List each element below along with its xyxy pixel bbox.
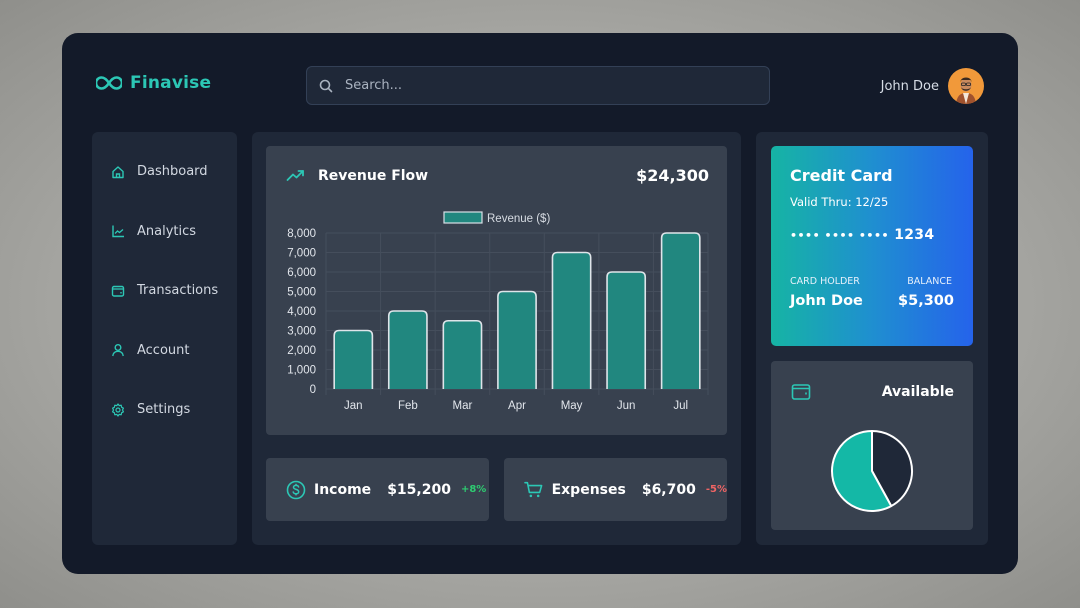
- dollar-circle-icon: [286, 480, 306, 499]
- chart-line-icon: [112, 225, 124, 238]
- y-tick-label: 2,000: [287, 345, 316, 357]
- sidebar-item-label: Settings: [137, 402, 191, 418]
- bar-mar[interactable]: [443, 320, 482, 389]
- revenue-card: Revenue Flow $24,300 Revenue ($) 0 1,000 2,…: [266, 146, 727, 435]
- main-panel: Revenue Flow $24,300 Revenue ($) 0 1,000 2,…: [252, 132, 741, 545]
- available-title: Available: [881, 384, 954, 400]
- sidebar-item-account[interactable]: Account: [92, 321, 237, 381]
- card-balance-label: BALANCE: [907, 276, 952, 287]
- legend-label[interactable]: Revenue ($): [487, 213, 550, 225]
- sidebar-item-label: Analytics: [137, 223, 197, 239]
- y-tick-label: 5,000: [287, 287, 316, 299]
- x-tick-label: Mar: [453, 400, 473, 412]
- y-tick-label: 8,000: [287, 228, 316, 240]
- income-value: $15,200: [387, 481, 451, 498]
- x-tick-label: Jan: [344, 400, 363, 412]
- sidebar: Dashboard Analytics Transactions Account: [92, 132, 237, 545]
- available-card: Available: [771, 361, 973, 530]
- sidebar-item-label: Account: [137, 342, 190, 358]
- search-input[interactable]: [345, 78, 745, 93]
- expenses-label: Expenses: [551, 481, 626, 498]
- x-tick-label: May: [561, 400, 583, 412]
- chart-title: Revenue Flow: [318, 167, 429, 184]
- income-label: Income: [314, 481, 372, 498]
- card-number: •••• •••• •••• 1234: [790, 227, 954, 243]
- home-icon: [112, 166, 124, 178]
- y-tick-label: 3,000: [287, 326, 316, 338]
- bar-jan[interactable]: [334, 330, 373, 390]
- wallet-icon: [791, 384, 811, 400]
- card-holder-label: CARD HOLDER: [790, 276, 860, 287]
- card-last4: 1234: [894, 227, 935, 243]
- cart-icon: [524, 481, 543, 497]
- income-change: +8%: [460, 484, 487, 495]
- x-tick-label: Feb: [398, 400, 418, 412]
- card-balance: $5,300: [898, 293, 954, 309]
- card-title: Credit Card: [790, 166, 893, 185]
- sidebar-item-analytics[interactable]: Analytics: [92, 202, 237, 262]
- revenue-bar-chart: Revenue ($) 0 1,000 2,000 3,000 4,000 5,000 6,0…: [287, 211, 709, 412]
- expenses-card[interactable]: Expenses $6,700 -5%: [504, 458, 727, 521]
- user-menu[interactable]: John Doe: [881, 68, 984, 104]
- sidebar-item-dashboard[interactable]: Dashboard: [92, 142, 237, 202]
- search-bar[interactable]: [306, 66, 770, 105]
- y-tick-label: 6,000: [287, 267, 316, 279]
- expenses-value: $6,700: [641, 481, 696, 498]
- bar-jul[interactable]: [661, 233, 700, 389]
- app-name: Finavise: [130, 73, 212, 93]
- x-tick-label: Jul: [673, 400, 688, 412]
- expenses-change: -5%: [705, 484, 727, 495]
- search-icon: [319, 79, 333, 92]
- sidebar-item-label: Transactions: [137, 283, 219, 299]
- card-number-mask: •••• •••• ••••: [790, 229, 890, 242]
- sidebar-item-transactions[interactable]: Transactions: [92, 261, 237, 321]
- bar-may[interactable]: [552, 252, 591, 390]
- x-tick-label: Jun: [617, 400, 636, 412]
- y-tick-label: 7,000: [287, 248, 316, 260]
- right-panel: Credit Card Valid Thru: 12/25 •••• •••• …: [756, 132, 988, 545]
- y-tick-label: 0: [310, 384, 316, 396]
- y-tick-label: 1,000: [287, 365, 316, 377]
- card-holder-name: John Doe: [790, 293, 863, 309]
- logo[interactable]: Finavise: [96, 73, 211, 93]
- income-card[interactable]: Income $15,200 +8%: [266, 458, 489, 521]
- gear-icon: [112, 403, 124, 417]
- revenue-total: $24,300: [636, 166, 709, 185]
- credit-card[interactable]: Credit Card Valid Thru: 12/25 •••• •••• …: [771, 146, 973, 346]
- user-icon: [112, 344, 124, 357]
- app-window: Finavise John Doe: [62, 33, 1018, 574]
- wallet-icon: [111, 285, 125, 297]
- pie-slice-available[interactable]: [831, 430, 893, 512]
- x-tick-label: Apr: [508, 400, 526, 412]
- y-tick-label: 4,000: [287, 306, 316, 318]
- card-valid-thru: Valid Thru: 12/25: [790, 195, 889, 209]
- bar-feb[interactable]: [388, 311, 427, 389]
- bar-jun[interactable]: [607, 272, 646, 389]
- infinity-icon: [96, 76, 122, 90]
- avatar-person-icon: [956, 77, 976, 104]
- available-pie-chart: [831, 430, 913, 512]
- sidebar-item-label: Dashboard: [137, 164, 208, 180]
- legend-swatch[interactable]: [443, 211, 483, 224]
- sidebar-item-settings[interactable]: Settings: [92, 380, 237, 440]
- avatar[interactable]: [948, 68, 984, 104]
- bar-apr[interactable]: [497, 291, 537, 390]
- trending-up-icon: [286, 169, 304, 181]
- user-name: John Doe: [880, 78, 939, 94]
